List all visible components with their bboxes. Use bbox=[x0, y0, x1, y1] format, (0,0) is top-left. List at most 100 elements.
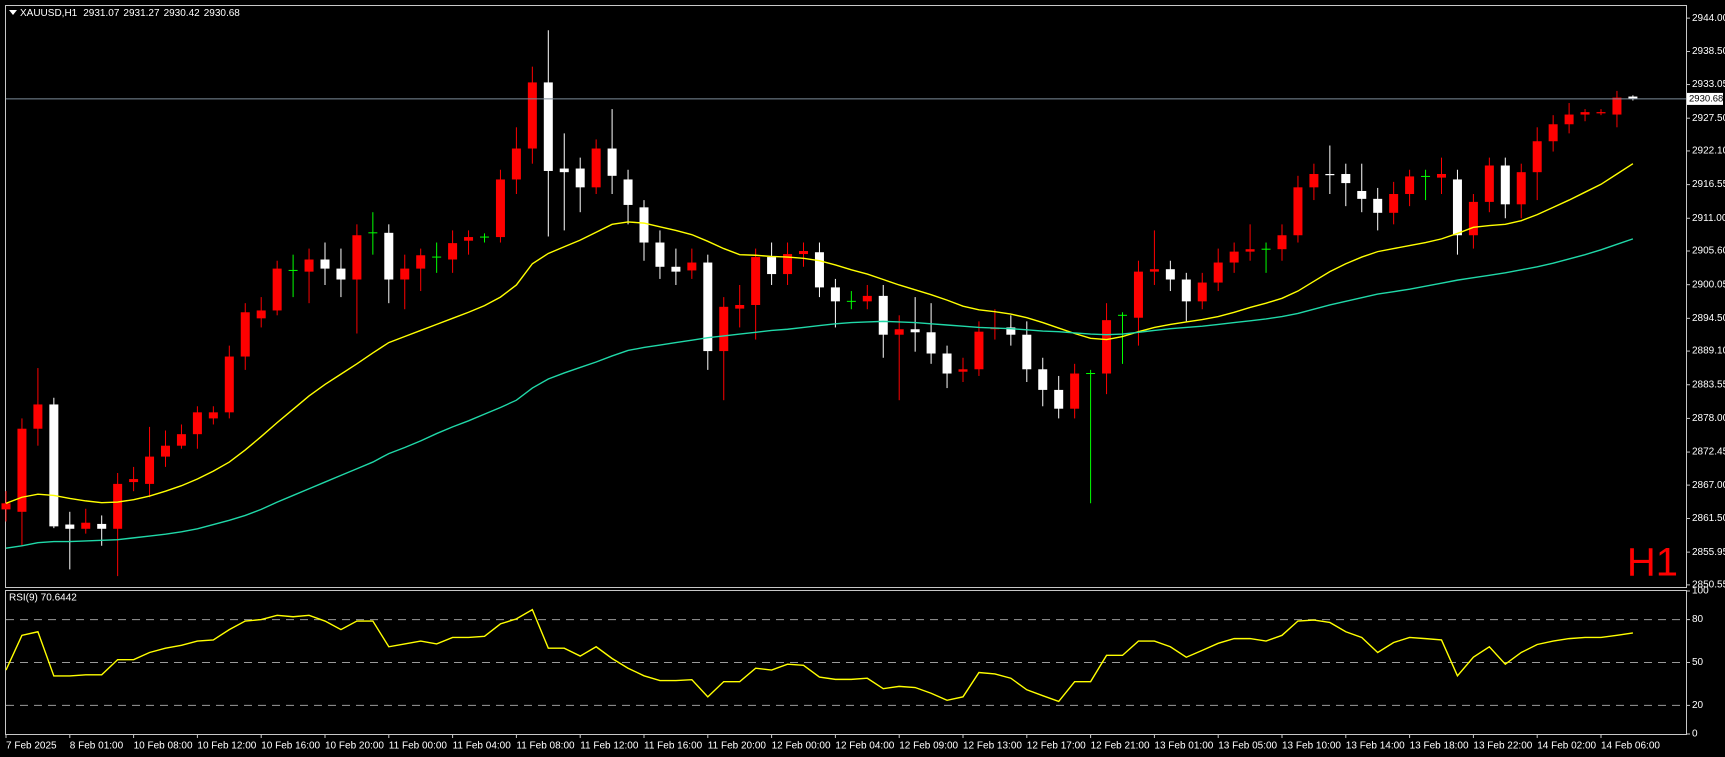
candle-body bbox=[607, 148, 617, 176]
candle-body bbox=[49, 404, 59, 527]
y-tick-label: 2861.50 bbox=[1692, 513, 1725, 524]
y-tick-label: 2889.10 bbox=[1692, 346, 1725, 357]
candle-body bbox=[735, 304, 745, 309]
x-tick-label: 12 Feb 09:00 bbox=[899, 741, 958, 752]
candle-body bbox=[1245, 249, 1255, 252]
candle-body bbox=[799, 251, 808, 255]
candle-body bbox=[65, 524, 75, 529]
candle-body bbox=[511, 148, 521, 180]
candle-body bbox=[671, 266, 681, 272]
candle-body bbox=[1516, 172, 1526, 205]
menu-arrow bbox=[9, 10, 17, 15]
candle-body bbox=[639, 207, 649, 243]
candle-body bbox=[623, 179, 633, 205]
candle-body bbox=[1038, 369, 1048, 390]
moving-average-line bbox=[5, 238, 1634, 549]
candle-body bbox=[687, 262, 697, 271]
x-tick-label: 12 Feb 21:00 bbox=[1091, 741, 1150, 752]
moving-average-line bbox=[5, 163, 1634, 504]
x-tick-label: 13 Feb 05:00 bbox=[1218, 741, 1277, 752]
candle-body bbox=[575, 168, 585, 188]
candle-body bbox=[1437, 173, 1446, 178]
x-tick-label: 12 Feb 13:00 bbox=[963, 741, 1022, 752]
x-tick-label: 12 Feb 04:00 bbox=[835, 741, 894, 752]
candle-body bbox=[352, 235, 362, 280]
candle-body bbox=[1165, 269, 1175, 280]
candle-body bbox=[1628, 96, 1638, 99]
x-tick-label: 10 Feb 20:00 bbox=[325, 741, 384, 752]
candle-body bbox=[1277, 235, 1287, 250]
y-tick-label: 0 bbox=[1692, 729, 1698, 740]
x-tick-label: 12 Feb 17:00 bbox=[1027, 741, 1086, 752]
candle-body bbox=[1452, 179, 1462, 236]
candle-body bbox=[543, 82, 553, 171]
candle-body bbox=[1341, 173, 1351, 184]
candle-body bbox=[208, 412, 218, 419]
candle-body bbox=[1229, 251, 1239, 263]
candle-body bbox=[1197, 282, 1207, 302]
candle-body bbox=[1213, 262, 1223, 283]
header-close: 2930.68 bbox=[204, 8, 241, 19]
candle-body bbox=[783, 254, 793, 275]
candle-body bbox=[1181, 279, 1191, 302]
candle-body bbox=[336, 268, 346, 280]
candle-body bbox=[1325, 173, 1335, 176]
header-open: 2931.07 bbox=[83, 8, 120, 19]
candle-body bbox=[527, 82, 537, 149]
candle-body bbox=[958, 369, 968, 372]
y-tick-label: 2872.45 bbox=[1692, 447, 1725, 458]
candle-body bbox=[767, 257, 777, 275]
y-tick-label: 2894.50 bbox=[1692, 313, 1725, 324]
candle-body bbox=[1468, 201, 1478, 236]
x-tick-label: 13 Feb 18:00 bbox=[1410, 741, 1469, 752]
candle-body bbox=[176, 434, 186, 446]
candle-body bbox=[1102, 320, 1112, 374]
candle-body bbox=[320, 259, 330, 269]
candle-body bbox=[384, 232, 394, 280]
candle-body bbox=[192, 412, 202, 435]
x-tick-label: 7 Feb 2025 bbox=[6, 741, 57, 752]
x-tick-label: 8 Feb 01:00 bbox=[70, 741, 124, 752]
y-tick-label: 100 bbox=[1692, 586, 1709, 597]
x-tick-label: 10 Feb 08:00 bbox=[134, 741, 193, 752]
candle-body bbox=[1596, 112, 1606, 114]
candle-body bbox=[129, 479, 139, 483]
timeframe-watermark: H1 bbox=[1627, 541, 1678, 585]
candle-body bbox=[894, 329, 904, 335]
candle-body bbox=[910, 329, 920, 333]
candle-body bbox=[1022, 334, 1032, 370]
header-low: 2930.42 bbox=[164, 8, 201, 19]
x-tick-label: 13 Feb 14:00 bbox=[1346, 741, 1405, 752]
candle-body bbox=[113, 483, 123, 529]
candle-body bbox=[145, 456, 155, 484]
candle-body bbox=[878, 295, 888, 335]
candle-body bbox=[224, 356, 234, 413]
y-tick-label: 2927.50 bbox=[1692, 113, 1725, 124]
candle-body bbox=[1580, 112, 1590, 115]
candle-body bbox=[1006, 327, 1016, 335]
candle-body bbox=[448, 243, 458, 260]
x-tick-label: 11 Feb 20:00 bbox=[708, 741, 767, 752]
candle-body bbox=[1293, 187, 1303, 236]
candle-body bbox=[416, 255, 426, 269]
candle-body bbox=[1149, 269, 1159, 272]
y-tick-label: 20 bbox=[1692, 700, 1704, 711]
y-tick-label: 2878.00 bbox=[1692, 413, 1725, 424]
y-tick-label: 50 bbox=[1692, 657, 1704, 668]
candle-body bbox=[1500, 165, 1510, 205]
candle-body bbox=[1532, 141, 1542, 173]
candle-body bbox=[1, 503, 11, 510]
candle-body bbox=[974, 331, 984, 370]
y-tick-label: 2905.60 bbox=[1692, 246, 1725, 257]
candle-body bbox=[1373, 198, 1383, 213]
y-tick-label: 2944.00 bbox=[1692, 13, 1725, 24]
candle-body bbox=[1357, 190, 1367, 199]
y-tick-label: 2850.55 bbox=[1692, 580, 1725, 591]
x-tick-label: 10 Feb 16:00 bbox=[261, 741, 320, 752]
candle-body bbox=[703, 262, 713, 352]
y-tick-label: 2922.10 bbox=[1692, 146, 1725, 157]
x-tick-label: 12 Feb 00:00 bbox=[772, 741, 831, 752]
